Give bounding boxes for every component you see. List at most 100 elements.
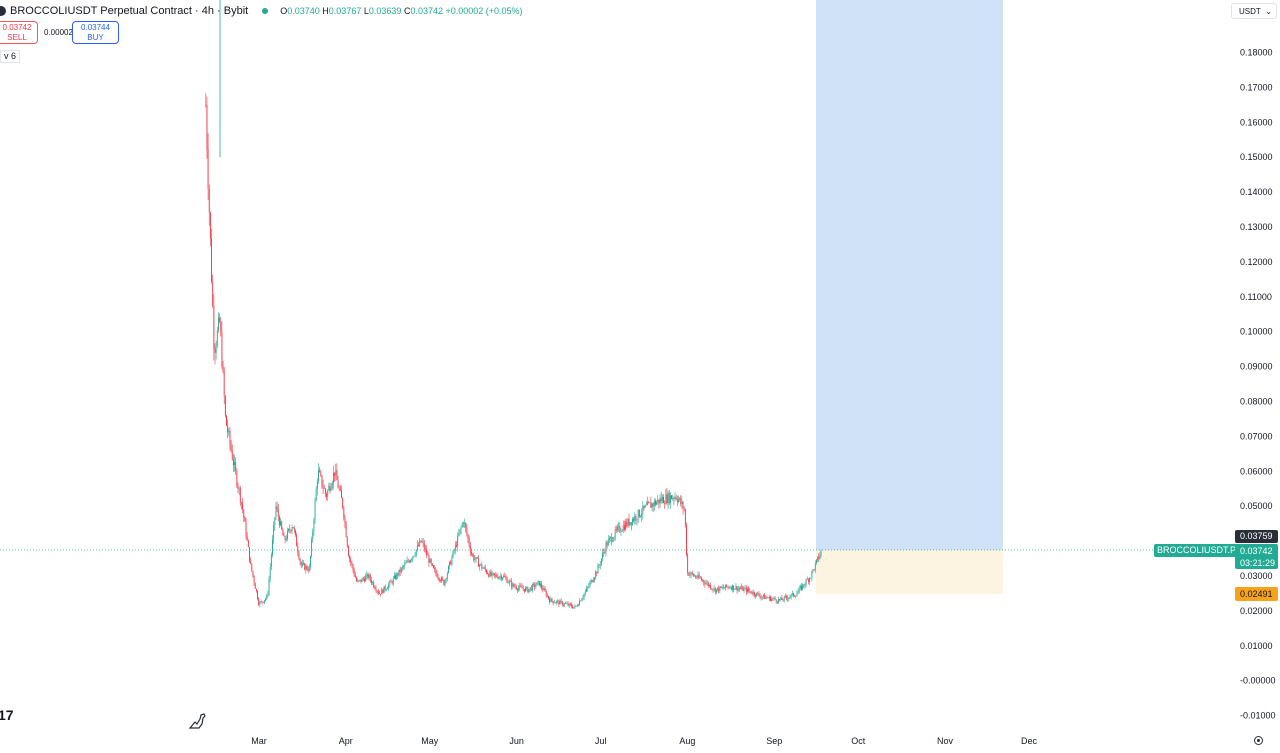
candle: [247, 539, 249, 548]
y-tick-label: 0.08000: [1240, 397, 1273, 407]
candle: [490, 568, 492, 577]
candle: [280, 517, 281, 527]
candle: [298, 550, 300, 561]
candle: [683, 506, 685, 512]
open-value: 0.03740: [287, 6, 320, 16]
candle: [415, 549, 417, 558]
candle: [232, 453, 234, 472]
candle: [414, 551, 416, 558]
candle: [717, 587, 718, 592]
candle: [376, 590, 378, 595]
candle: [566, 601, 568, 605]
y-tick-label: 0.16000: [1240, 117, 1273, 127]
candle: [405, 560, 407, 564]
currency-selector[interactable]: USDT ⌄: [1231, 3, 1277, 19]
candle: [740, 585, 741, 590]
spread-value: 0.00002: [44, 28, 73, 37]
candle: [445, 577, 447, 584]
candle: [527, 586, 529, 593]
symbol-title[interactable]: BROCCOLIUSDT Perpetual Contract · 4h · B…: [10, 5, 249, 17]
x-tick-label: Jun: [509, 736, 524, 746]
candle: [499, 572, 501, 581]
candle: [764, 593, 766, 600]
candle: [747, 586, 748, 594]
candle: [563, 602, 564, 608]
candle: [237, 482, 239, 494]
candle: [599, 561, 601, 570]
candle: [802, 583, 804, 591]
stop-price-tag[interactable]: 0.02491: [1235, 587, 1278, 601]
candle: [798, 585, 800, 594]
dinosaur-icon[interactable]: [188, 711, 208, 731]
candle: [781, 595, 783, 600]
candle: [211, 228, 212, 284]
candle: [497, 573, 499, 580]
candle: [571, 602, 572, 609]
candle: [218, 312, 219, 334]
candle: [573, 606, 575, 609]
volume-indicator[interactable]: v 6: [0, 50, 21, 63]
x-tick-label: May: [421, 736, 439, 746]
buy-button[interactable]: 0.03744 BUY: [72, 21, 119, 44]
candle: [468, 535, 470, 549]
candle: [727, 586, 729, 590]
candle: [257, 589, 258, 601]
candle: [287, 527, 288, 542]
candle: [313, 518, 315, 537]
legend-header: BROCCOLIUSDT Perpetual Contract · 4h · B…: [0, 3, 523, 19]
candle: [219, 313, 221, 324]
candle: [697, 571, 699, 580]
candle: [520, 582, 522, 588]
candle: [580, 600, 582, 602]
candle: [398, 569, 400, 577]
candle: [540, 581, 541, 589]
candle: [212, 274, 214, 309]
candle: [628, 513, 630, 528]
candle: [234, 454, 235, 472]
candle: [641, 508, 643, 522]
y-tick-label: 0.10000: [1240, 327, 1273, 337]
candle: [448, 565, 449, 574]
candle: [512, 582, 514, 590]
candle: [582, 594, 584, 601]
candle: [389, 580, 391, 588]
candle: [236, 468, 238, 488]
candle: [660, 492, 662, 504]
candle: [752, 589, 754, 597]
candle: [517, 588, 518, 593]
candle: [565, 601, 567, 605]
candle: [489, 569, 491, 578]
tradingview-logo[interactable]: 17: [0, 707, 14, 723]
candle: [640, 515, 641, 518]
candle: [498, 576, 500, 580]
candle: [714, 587, 716, 595]
candle: [679, 497, 681, 502]
candle: [362, 576, 364, 582]
candle: [586, 585, 587, 593]
candle: [745, 585, 747, 596]
settings-icon[interactable]: [1254, 736, 1263, 745]
candle: [713, 584, 715, 592]
candle: [782, 598, 784, 603]
candle: [300, 561, 302, 569]
candle: [518, 585, 520, 592]
candle: [296, 532, 298, 547]
candle: [337, 475, 339, 489]
candle: [705, 579, 707, 585]
candle: [443, 579, 445, 586]
candle: [216, 326, 218, 348]
candle: [529, 587, 531, 593]
candle: [805, 578, 807, 588]
candle: [556, 600, 557, 605]
candle: [543, 585, 545, 591]
candle: [205, 93, 207, 108]
candle: [600, 558, 602, 567]
candle: [775, 599, 777, 605]
sell-button[interactable]: 0.03742 SELL: [0, 21, 38, 44]
candle: [646, 496, 648, 506]
candle: [364, 576, 365, 583]
candle: [253, 575, 255, 586]
candle: [625, 518, 626, 531]
candle: [552, 600, 554, 606]
